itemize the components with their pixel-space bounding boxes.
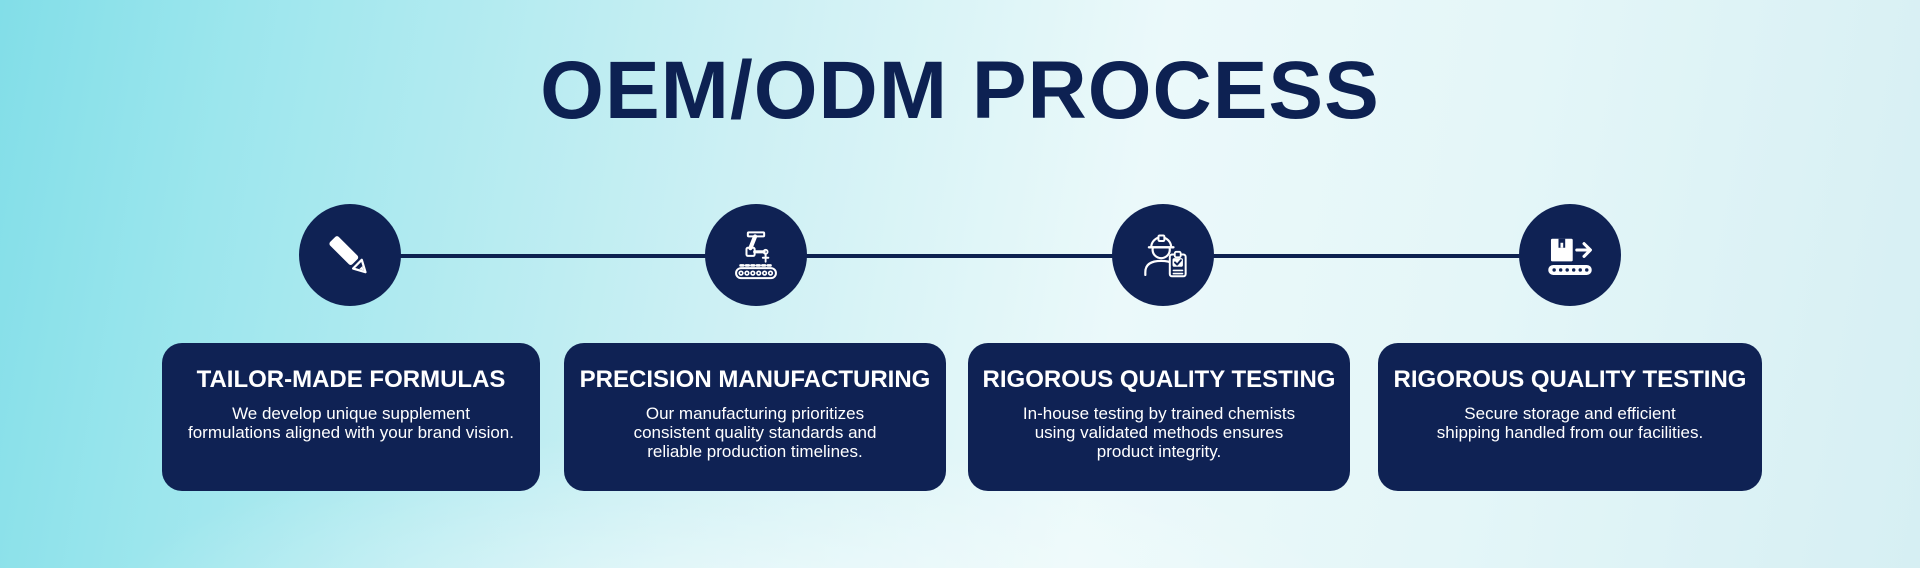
step-1-circle [299,204,401,306]
step-3-title: RIGOROUS QUALITY TESTING [982,366,1336,393]
box-conveyor-arrow-icon [1548,238,1592,275]
step-card-4: RIGOROUS QUALITY TESTING Secure storage … [1378,343,1762,491]
step-card-2: PRECISION MANUFACTURING Our manufacturin… [564,343,946,491]
step-4-description: Secure storage and efficient shipping ha… [1436,403,1704,442]
step-4-title: RIGOROUS QUALITY TESTING [1393,366,1747,393]
step-2-title: PRECISION MANUFACTURING [579,366,931,393]
robot-arm-conveyor-icon [735,231,777,280]
step-4-circle [1519,204,1621,306]
step-card-1: TAILOR-MADE FORMULAS We develop unique s… [162,343,540,491]
step-card-3: RIGOROUS QUALITY TESTING In-house testin… [968,343,1350,491]
step-3-circle [1112,204,1214,306]
process-connector-line [350,254,1570,258]
inspector-clipboard-icon [1144,234,1187,278]
step-2-description: Our manufacturing prioritizes consistent… [633,403,877,461]
pencil-icon [329,236,367,274]
page-title: OEM/ODM PROCESS [540,45,1380,136]
step-2-circle [705,204,807,306]
step-1-description: We develop unique supplement formulation… [187,403,514,442]
step-1-title: TAILOR-MADE FORMULAS [196,366,506,393]
step-3-description: In-house testing by trained chemists usi… [1022,403,1296,461]
